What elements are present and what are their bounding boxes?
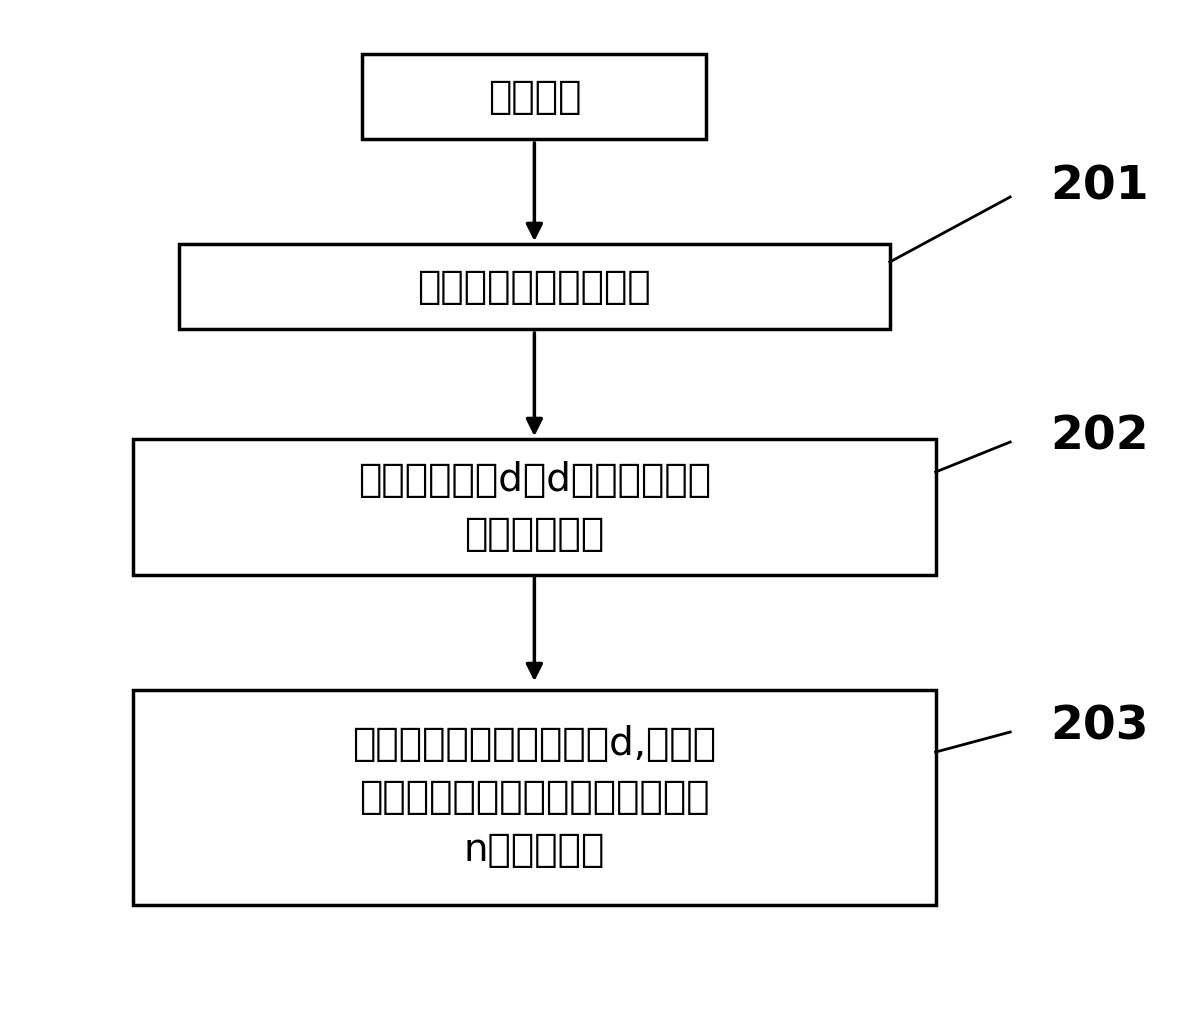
Text: 203: 203 (1050, 705, 1149, 749)
Bar (179, 244, 890, 330)
Text: 心电信号进行滤波处理: 心电信号进行滤波处理 (418, 268, 651, 306)
Text: 确定窗口长度d，d至少包含一个
完整心拍信息: 确定窗口长度d，d至少包含一个 完整心拍信息 (358, 461, 711, 553)
Bar (363, 55, 706, 140)
Text: 任意起始位置，滑动窗口d,截取心
电片段，每个心电片段任意划分为
n个定长片段: 任意起始位置，滑动窗口d,截取心 电片段，每个心电片段任意划分为 n个定长片段 (352, 725, 717, 869)
Text: 202: 202 (1050, 415, 1149, 459)
Text: 201: 201 (1050, 164, 1149, 210)
Text: 心电信号: 心电信号 (487, 78, 581, 116)
Bar (133, 690, 936, 904)
Bar (133, 439, 936, 575)
